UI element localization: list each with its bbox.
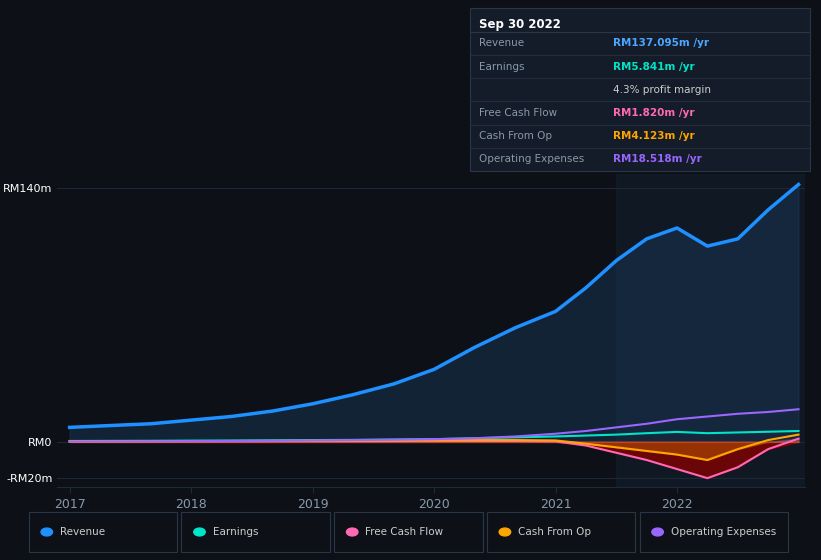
Text: Operating Expenses: Operating Expenses (671, 527, 776, 537)
Text: Earnings: Earnings (479, 62, 525, 72)
Text: RM137.095m /yr: RM137.095m /yr (613, 39, 709, 49)
Text: RM5.841m /yr: RM5.841m /yr (613, 62, 695, 72)
Text: 4.3% profit margin: 4.3% profit margin (613, 85, 711, 95)
Text: RM18.518m /yr: RM18.518m /yr (613, 154, 702, 164)
Text: Cash From Op: Cash From Op (518, 527, 591, 537)
Bar (617, 174, 810, 487)
Text: Cash From Op: Cash From Op (479, 131, 553, 141)
Text: Earnings: Earnings (213, 527, 258, 537)
Text: Free Cash Flow: Free Cash Flow (365, 527, 443, 537)
Text: RM4.123m /yr: RM4.123m /yr (613, 131, 695, 141)
Text: Operating Expenses: Operating Expenses (479, 154, 585, 164)
Text: Revenue: Revenue (60, 527, 105, 537)
Text: Free Cash Flow: Free Cash Flow (479, 108, 557, 118)
Text: Sep 30 2022: Sep 30 2022 (479, 18, 562, 31)
Text: RM1.820m /yr: RM1.820m /yr (613, 108, 695, 118)
Text: Revenue: Revenue (479, 39, 525, 49)
